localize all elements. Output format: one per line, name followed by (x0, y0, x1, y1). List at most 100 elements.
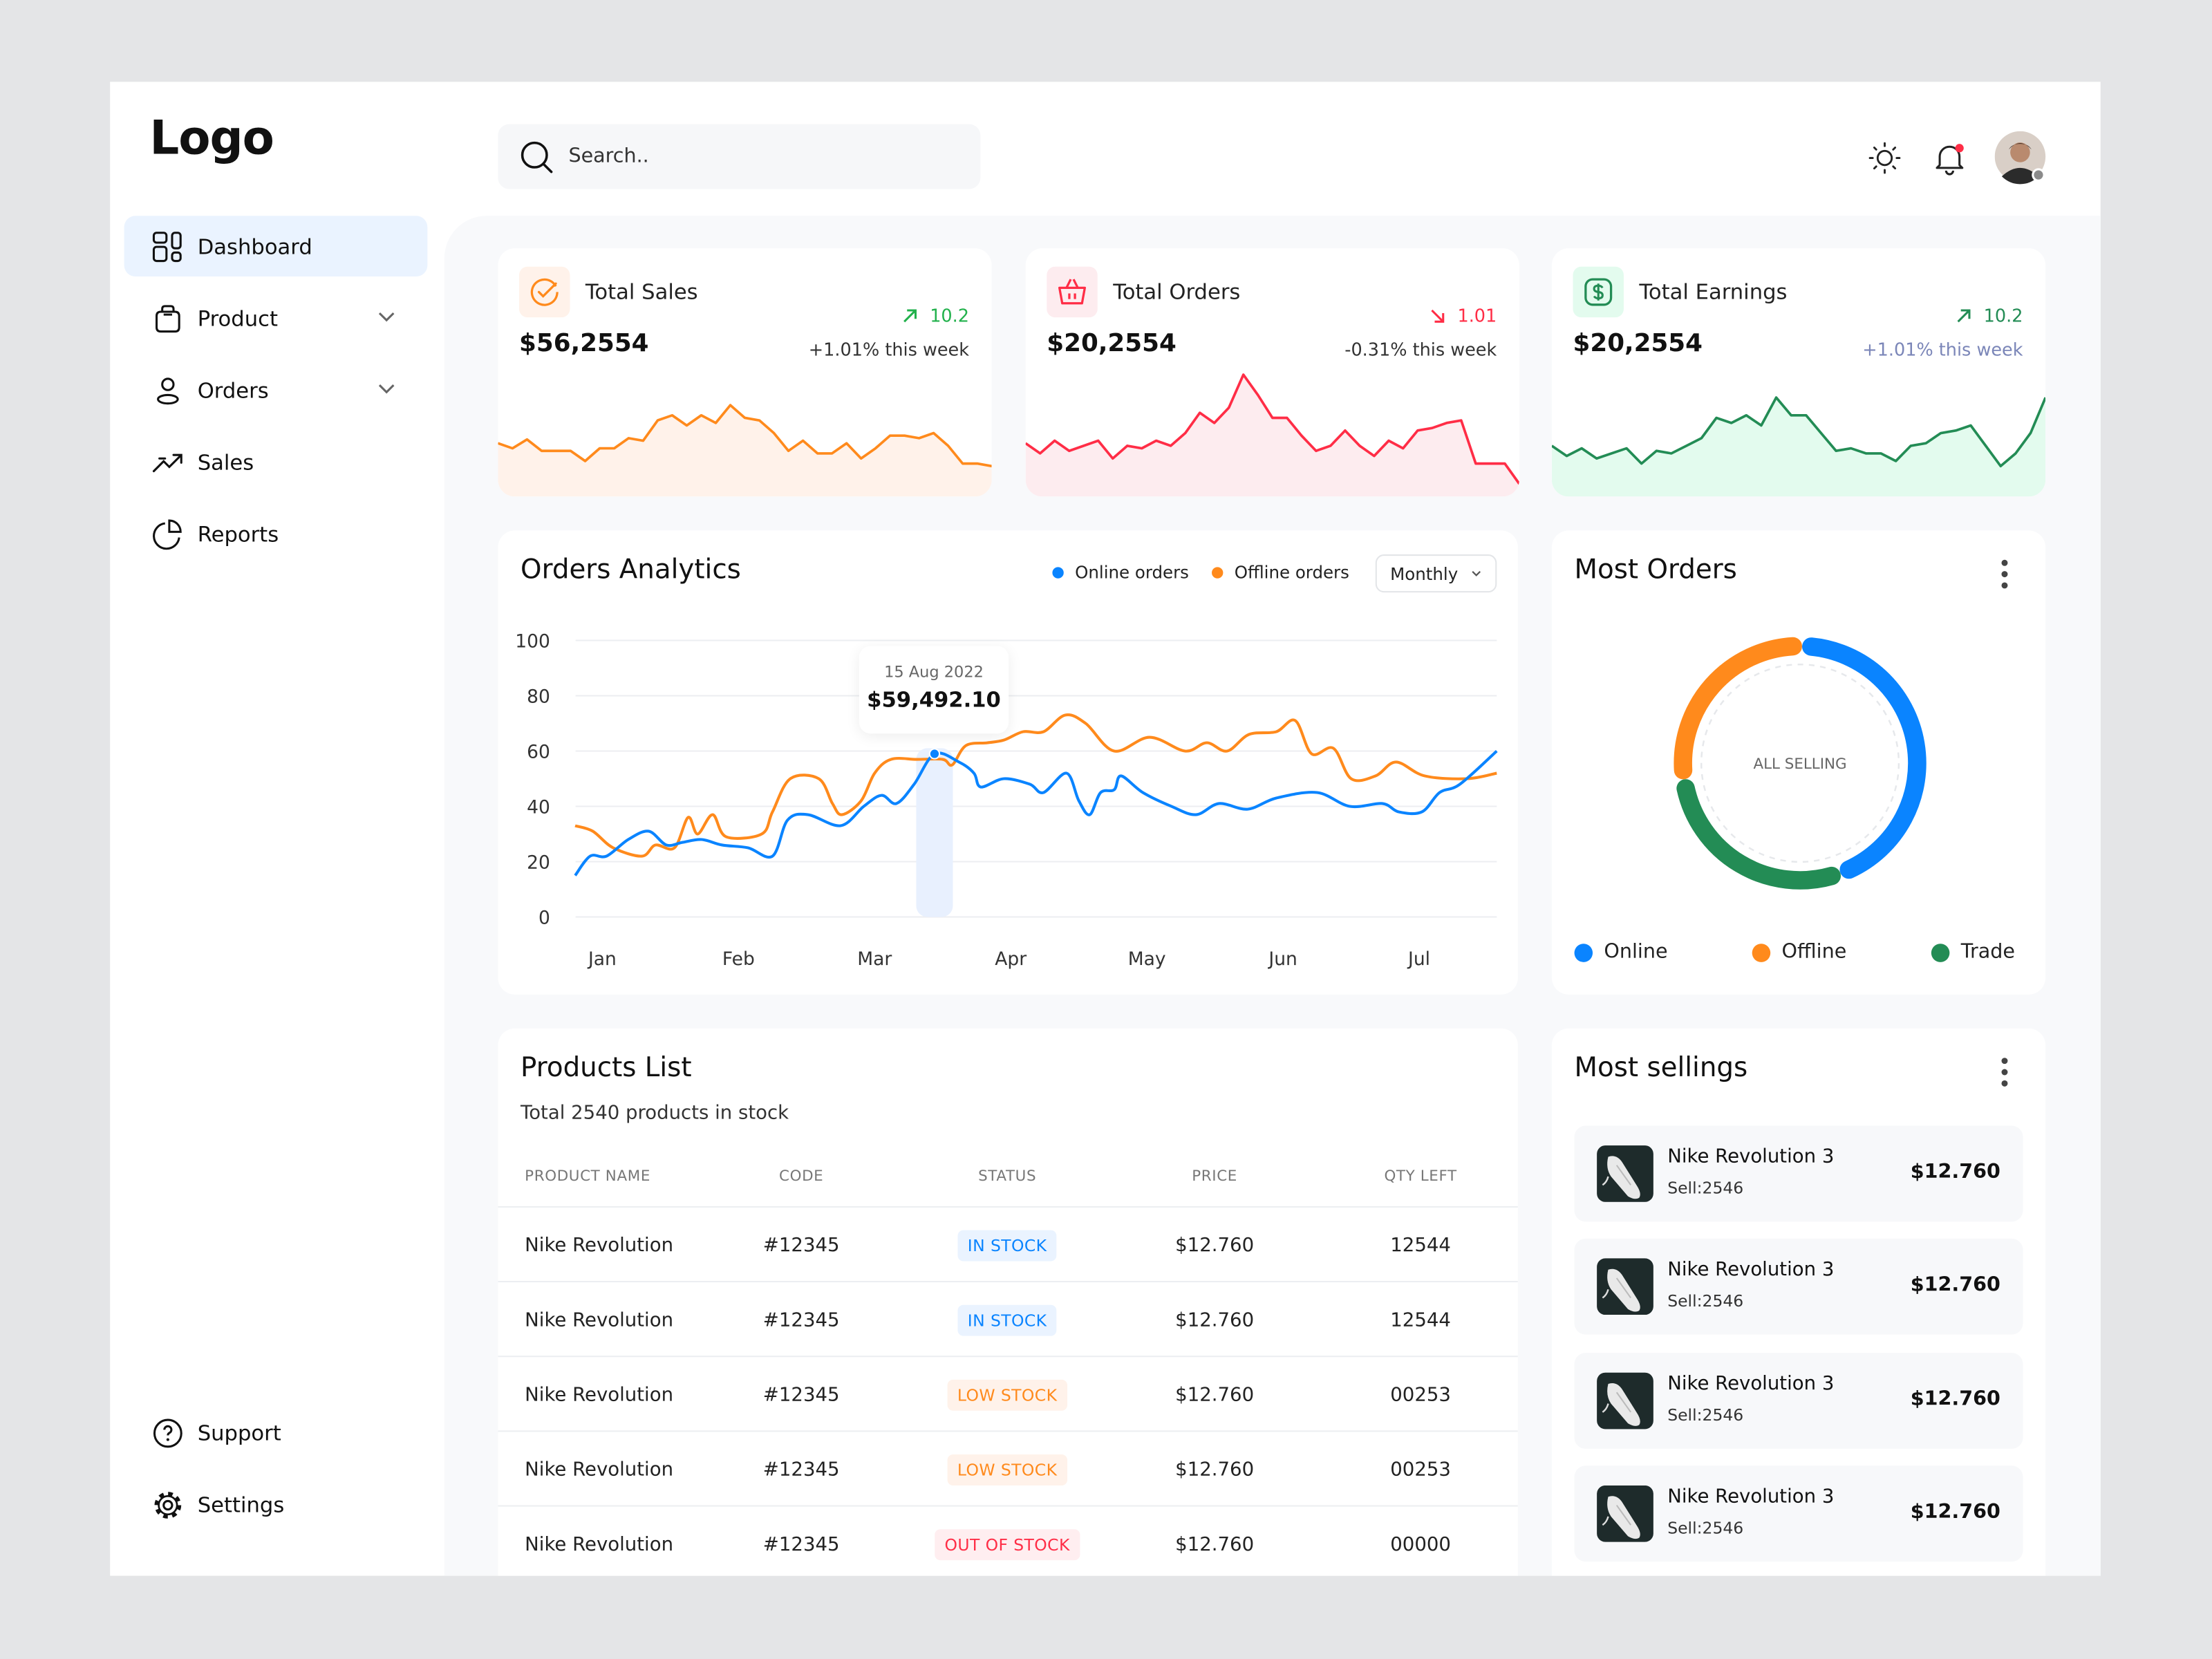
chevron-down-icon[interactable] (377, 379, 397, 400)
legend-offline-orders[interactable]: Offline orders (1212, 563, 1349, 583)
total-orders-card: Total Orders 1.01 $20,2554 -0.31% this w… (1025, 248, 1519, 497)
table-row[interactable]: Nike Revolution #12345 OUT OF STOCK $12.… (498, 1505, 1518, 1576)
total-sales-card: Total Sales 10.2 $56,2554 +1.01% this we… (498, 248, 992, 497)
list-item[interactable]: Nike Revolution 3 Sell:2546 $12.760 (1574, 1239, 2023, 1335)
x-tick-label: Feb (722, 948, 755, 970)
logo[interactable]: Logo (149, 110, 274, 165)
online-orders-line (574, 750, 1498, 877)
status-cell: IN STOCK (957, 1208, 1057, 1282)
qty-left: 00253 (1390, 1383, 1451, 1406)
arrow-up-right-icon (1957, 308, 1971, 322)
legend-online[interactable]: Online (1574, 941, 1668, 964)
orders-line-chart[interactable]: 0 20 40 60 80 100 Jan Feb Mar Apr May Jun Jul (498, 530, 1517, 994)
help-icon (153, 1418, 182, 1447)
legend-label: Online orders (1075, 563, 1189, 583)
table-row[interactable]: Nike Revolution #12345 LOW STOCK $12.760… (498, 1356, 1518, 1430)
column-header-status[interactable]: STATUS (978, 1168, 1037, 1185)
x-tick-label: Mar (857, 948, 892, 970)
x-tick-label: May (1128, 948, 1166, 970)
tooltip-date: 15 Aug 2022 (884, 663, 984, 682)
table-row[interactable]: Nike Revolution #12345 IN STOCK $12.760 … (498, 1206, 1518, 1282)
search-icon (521, 141, 553, 174)
qty-left: 00253 (1390, 1458, 1451, 1481)
product-code: #12345 (762, 1383, 840, 1406)
column-header-product-name[interactable]: PRODUCT NAME (525, 1168, 650, 1185)
column-header-price[interactable]: PRICE (1192, 1168, 1237, 1185)
product-code: #12345 (762, 1308, 840, 1331)
donut-center-label: ALL SELLING (1753, 756, 1846, 773)
legend-dot (1574, 943, 1593, 962)
user-icon (157, 377, 179, 404)
basket-icon (1047, 266, 1098, 318)
trend-value: 1.01 (1457, 304, 1497, 326)
product-price: $12.760 (1910, 1274, 2000, 1297)
sidebar-item-settings[interactable]: Settings (124, 1474, 428, 1535)
table-row[interactable]: Nike Revolution #12345 IN STOCK $12.760 … (498, 1281, 1518, 1357)
list-item[interactable]: Nike Revolution 3 Sell:2546 $12.760 (1574, 1125, 2023, 1222)
sun-icon[interactable] (1868, 141, 1902, 175)
trend-icon (152, 453, 182, 472)
legend-online-orders[interactable]: Online orders (1052, 563, 1189, 583)
sidebar-item-sales[interactable]: Sales (124, 431, 428, 492)
stat-value: $20,2554 (1573, 330, 1703, 359)
card-title: Most sellings (1574, 1052, 1748, 1084)
chevron-down-icon (1471, 571, 1480, 577)
sidebar-item-support[interactable]: Support (124, 1403, 428, 1463)
product-name: Nike Revolution (525, 1383, 674, 1406)
y-tick-label: 0 (538, 908, 550, 929)
product-price: $12.760 (1175, 1533, 1255, 1555)
more-options-icon[interactable] (2000, 1057, 2009, 1088)
product-name: Nike Revolution (525, 1533, 674, 1555)
sparkline-line (1025, 373, 1519, 485)
list-item[interactable]: Nike Revolution 3 Sell:2546 $12.760 (1574, 1465, 2023, 1562)
chevron-down-icon[interactable] (377, 308, 397, 328)
sidebar-item-reports[interactable]: Reports (124, 504, 428, 565)
table-row[interactable]: Nike Revolution #12345 LOW STOCK $12.760… (498, 1430, 1518, 1505)
legend-label: Trade (1960, 941, 2015, 964)
product-name: Nike Revolution 3 (1667, 1371, 1835, 1395)
search-input[interactable]: Search.. (498, 124, 981, 189)
x-tick-label: Jul (1407, 948, 1430, 970)
products-list-card: Products List Total 2540 products in sto… (498, 1028, 1518, 1576)
product-name: Nike Revolution (525, 1458, 674, 1481)
gear-icon (154, 1491, 182, 1518)
sparkline (1025, 373, 1519, 497)
stat-title: Total Earnings (1639, 279, 1788, 305)
status-cell: IN STOCK (957, 1282, 1057, 1357)
arrow-down-right-icon (1431, 308, 1445, 322)
column-header-code[interactable]: CODE (779, 1168, 824, 1185)
sidebar-item-dashboard[interactable]: Dashboard (124, 216, 428, 276)
legend-trade[interactable]: Trade (1931, 941, 2015, 964)
offline-orders-line (574, 713, 1497, 858)
products-subtitle: Total 2540 products in stock (521, 1101, 789, 1125)
legend-label: Offline orders (1234, 563, 1349, 583)
legend-dot (1752, 943, 1771, 962)
tooltip-value: $59,492.10 (867, 686, 1001, 713)
sparkline (1551, 396, 2046, 497)
card-title: Orders Analytics (521, 554, 741, 585)
product-price: $12.760 (1910, 1161, 2000, 1184)
product-price: $12.760 (1910, 1501, 2000, 1524)
legend-offline[interactable]: Offline (1752, 941, 1846, 964)
legend-label: Online (1604, 941, 1668, 964)
sidebar-item-orders[interactable]: Orders (124, 359, 428, 420)
sidebar-item-product[interactable]: Product (124, 288, 428, 348)
bell-icon[interactable] (1931, 140, 1968, 176)
stat-title: Total Sales (585, 279, 698, 305)
avatar[interactable] (1994, 131, 2049, 185)
column-header-qty-left[interactable]: QTY LEFT (1384, 1168, 1457, 1185)
qty-left: 12544 (1390, 1308, 1451, 1331)
stat-value: $56,2554 (519, 330, 649, 359)
list-item[interactable]: Nike Revolution 3 Sell:2546 $12.760 (1574, 1352, 2023, 1449)
more-options-icon[interactable] (2000, 559, 2009, 590)
qty-left: 12544 (1390, 1233, 1451, 1257)
most-orders-card: Most Orders ALL SELLING Online Offline T… (1551, 530, 2046, 995)
sell-count: Sell:2546 (1667, 1404, 1744, 1425)
sparkline (498, 404, 992, 497)
search-placeholder: Search.. (568, 145, 649, 168)
sparkline-line (1551, 396, 2046, 468)
card-title: Products List (521, 1052, 692, 1084)
period-select[interactable]: Monthly (1375, 554, 1497, 593)
check-circle-icon (519, 266, 570, 318)
stat-title: Total Orders (1113, 279, 1241, 305)
